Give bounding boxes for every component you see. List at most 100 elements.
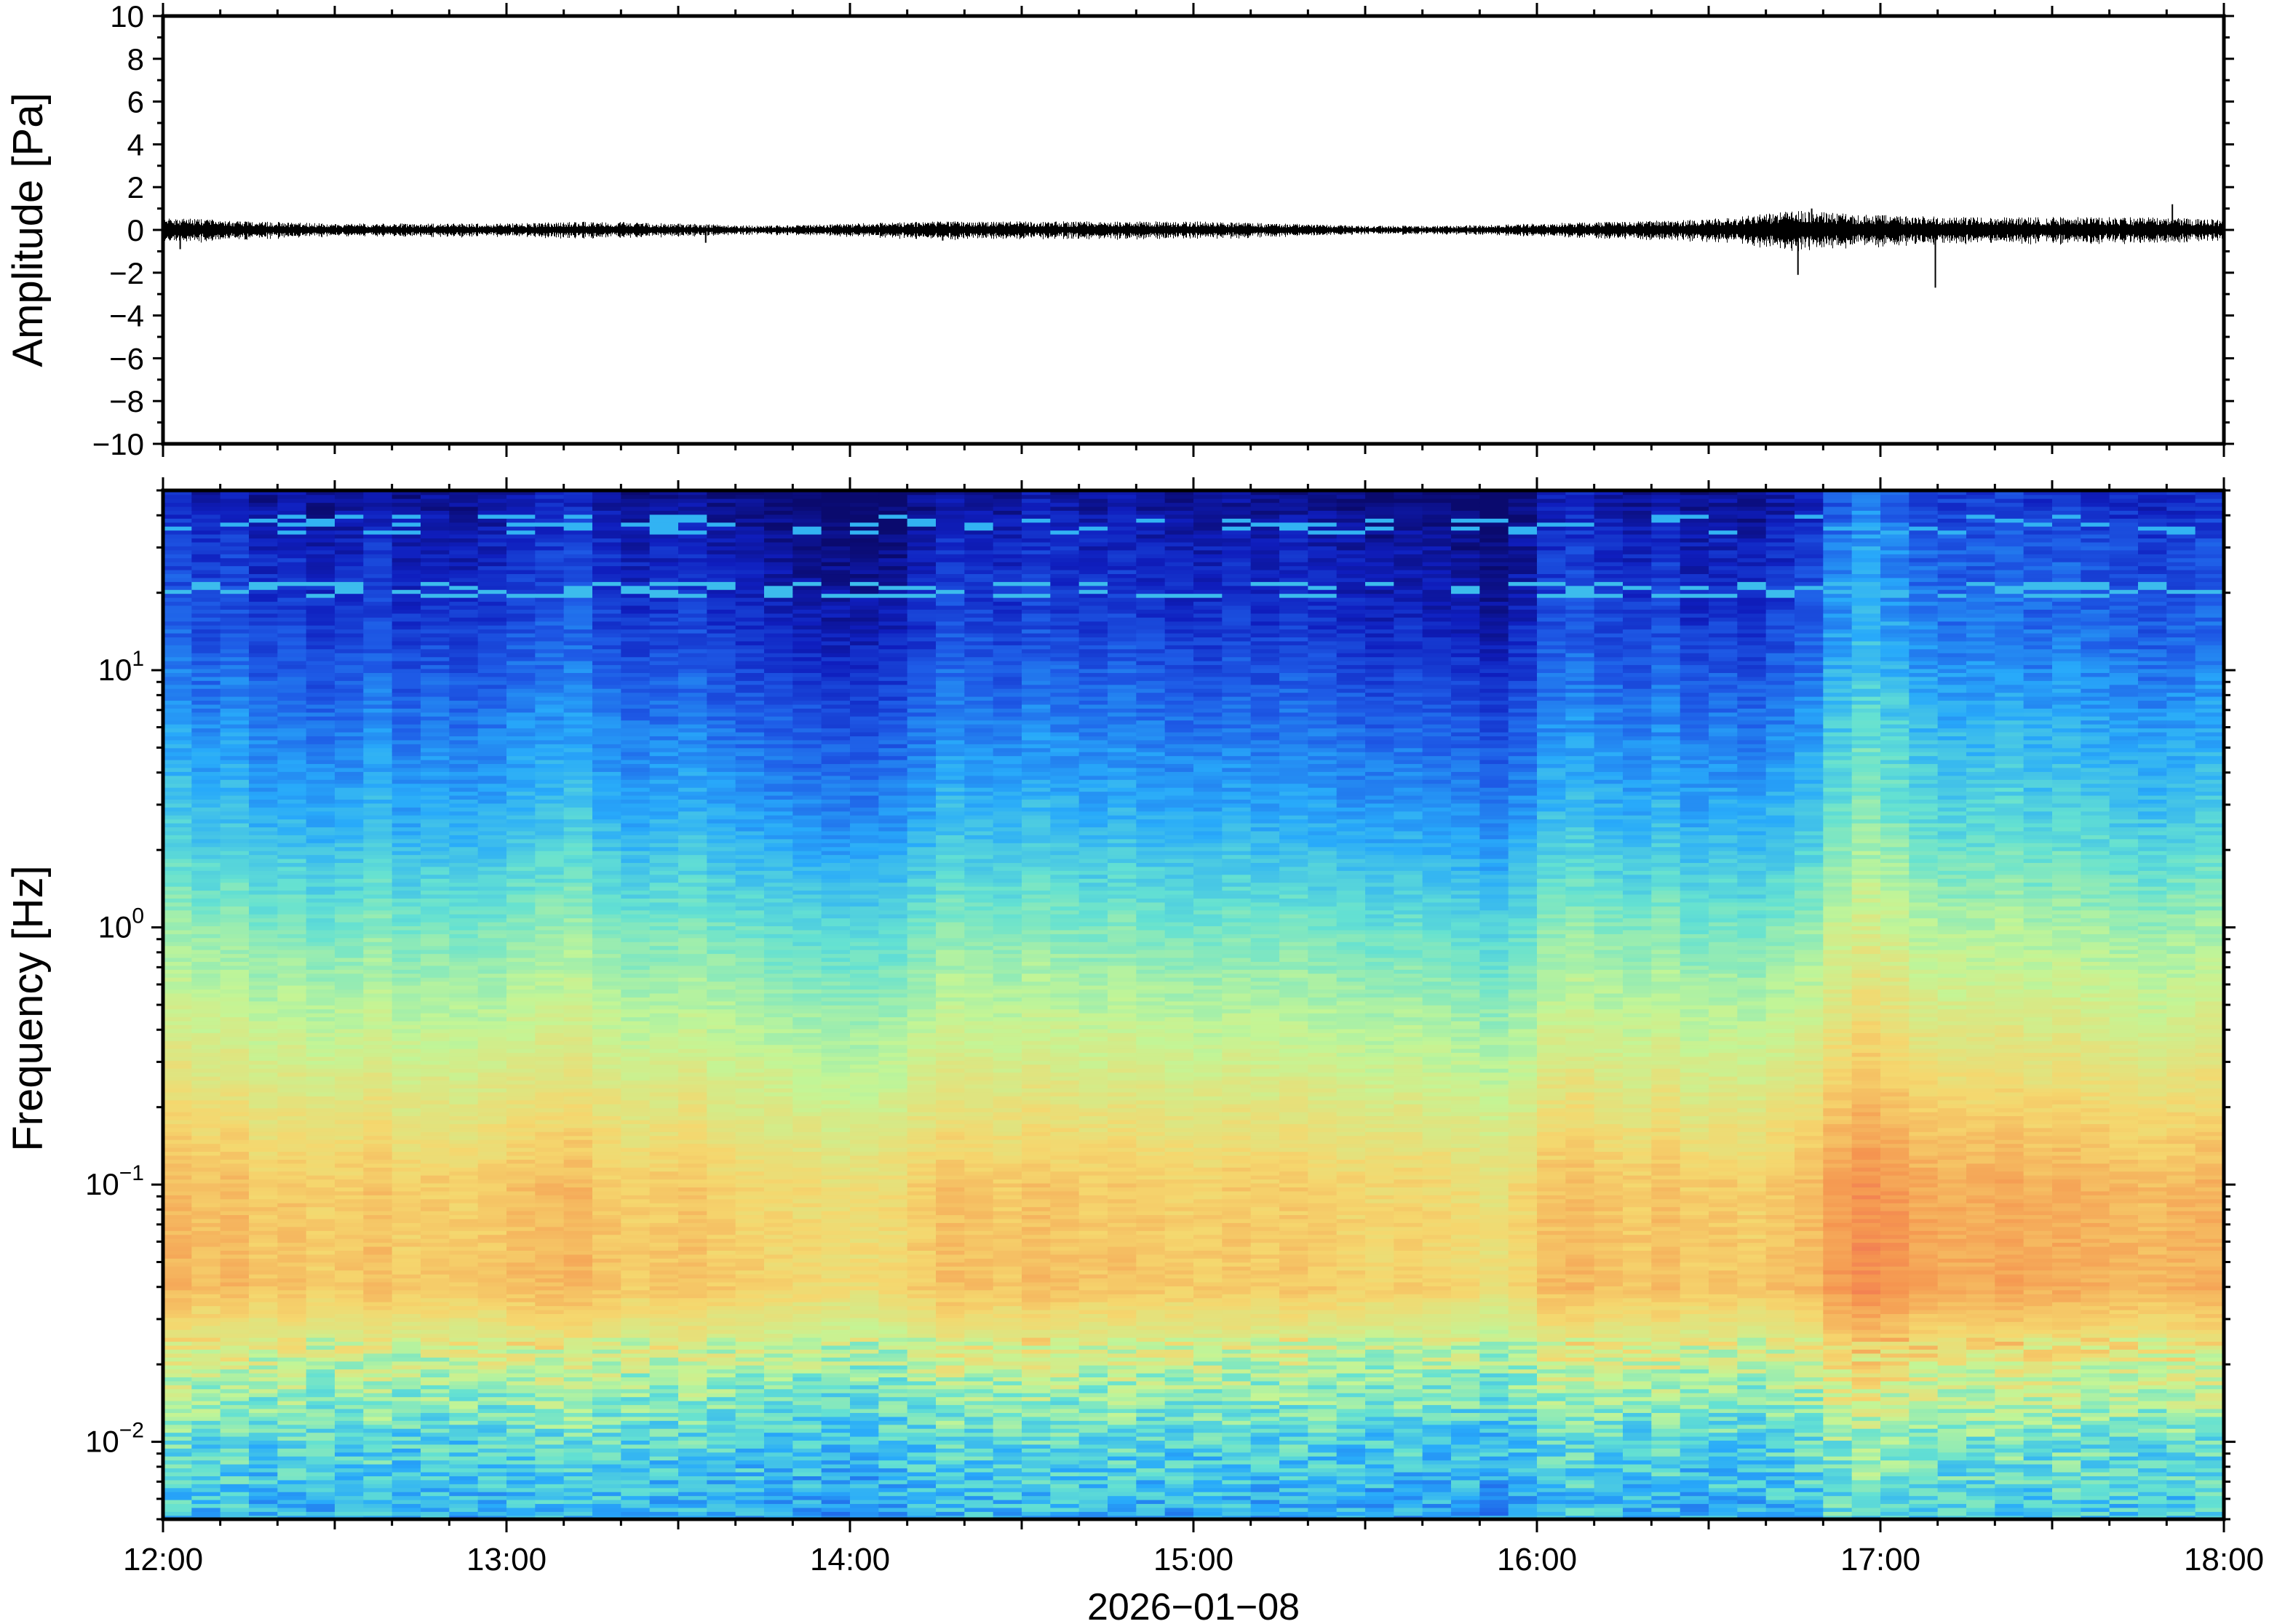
spectrogram-cell [449,708,479,713]
spectrogram-cell [163,1317,193,1322]
spectrogram-cell [592,1515,622,1519]
spectrogram-cell [535,708,565,713]
spectrogram-cell [592,1448,622,1453]
spectrogram-cell [535,1179,565,1184]
spectrogram-cell [621,1159,651,1164]
spectrogram-cell [678,1139,708,1145]
spectrogram-cell [335,1297,365,1302]
spectrogram-cell [477,1476,507,1481]
spectrogram-cell [277,1325,307,1330]
spectrogram-cell [678,1080,708,1085]
spectrogram-cell [649,1428,679,1433]
spectrogram-cell [592,1060,622,1065]
spectrogram-cell [592,1052,622,1057]
spectrogram-cell [335,1392,365,1398]
spectrogram-cell [621,593,651,598]
spectrogram-cell [191,518,221,523]
spectrogram-cell [421,1115,450,1121]
spectrogram-cell [649,1166,679,1172]
spectrogram-cell [678,1388,708,1393]
spectrogram-cell [678,1107,708,1112]
spectrogram-cell [220,700,250,705]
spectrogram-cell [563,1463,593,1469]
spectrogram-cell [277,1159,307,1164]
spectrogram-cell [249,1016,279,1022]
spectrogram-cell [306,771,335,776]
spectrogram-cell [449,1400,479,1406]
spectrogram-cell [563,791,593,796]
spectrogram-cell [621,1036,651,1041]
spectrogram-cell [220,565,250,570]
spectrogram-cell [392,1056,421,1061]
spectrogram-cell [163,783,193,788]
spectrogram-cell [563,1028,593,1033]
spectrogram-cell [477,589,507,594]
spectrogram-cell [449,771,479,776]
spectrogram-cell [220,874,250,879]
spectrogram-cell [421,989,450,994]
spectrogram-cell [535,1495,565,1500]
spectrogram-cell [249,1226,279,1231]
spectrogram-cell [163,1325,193,1330]
spectrogram-cell [421,755,450,760]
spectrogram-cell [621,1155,651,1160]
spectrogram-cell [163,1250,193,1255]
spectrogram-cell [249,597,279,602]
spectrogram-cell [563,929,593,934]
spectrogram-cell [535,898,565,903]
spectrogram-cell [392,747,421,752]
spectrogram-cell [477,1468,507,1473]
spectrogram-cell [421,1060,450,1065]
spectrogram-cell [306,518,335,523]
spectrogram-cell [335,597,365,602]
spectrogram-cell [335,1294,365,1299]
spectrogram-cell [363,569,393,575]
spectrogram-cell [592,874,622,879]
spectrogram-cell [592,882,622,887]
spectrogram-cell [535,1072,565,1077]
spectrogram-cell [363,1491,393,1497]
spectrogram-cell [449,1222,479,1227]
spectrogram-cell [449,736,479,741]
spectrogram-cell [621,744,651,749]
spectrogram-cell [220,799,250,804]
spectrogram-cell [678,961,708,966]
spectrogram-cell [477,1206,507,1211]
spectrogram-cell [163,791,193,796]
spectrogram-cell [306,506,335,511]
spectrogram-cell [506,1432,536,1437]
spectrogram-cell [163,795,193,800]
spectrogram-cell [592,1091,622,1096]
spectrogram-cell [392,1064,421,1069]
spectrogram-cell [220,893,250,899]
spectrogram-cell [335,1341,365,1346]
spectrogram-cell [506,1040,536,1046]
spectrogram-cell [535,589,565,594]
spectrogram-cell [249,949,279,955]
spectrogram-cell [249,1127,279,1132]
spectrogram-cell [563,1448,593,1453]
spectrogram-cell [649,921,679,927]
spectrogram-cell [363,656,393,661]
spectrogram-cell [649,976,679,982]
spectrogram-cell [506,1091,536,1096]
spectrogram-cell [191,530,221,535]
spectrogram-cell [678,1214,708,1219]
spectrogram-cell [592,949,622,955]
spectrogram-cell [249,898,279,903]
spectrogram-cell [563,803,593,808]
spectrogram-cell [392,1012,421,1018]
spectrogram-cell [535,672,565,677]
spectrogram-cell [220,1468,250,1473]
spectrogram-cell [392,541,421,546]
spectrogram-cell [220,775,250,780]
spectrogram-cell [163,1321,193,1326]
spectrogram-cell [506,637,536,642]
spectrogram-cell [477,1214,507,1219]
spectrogram-cell [592,490,622,495]
spectrogram-cell [335,1317,365,1322]
spectrogram-cell [421,1440,450,1445]
spectrogram-cell [421,1096,450,1101]
spectrogram-cell [163,1448,193,1453]
spectrogram-cell [220,736,250,741]
